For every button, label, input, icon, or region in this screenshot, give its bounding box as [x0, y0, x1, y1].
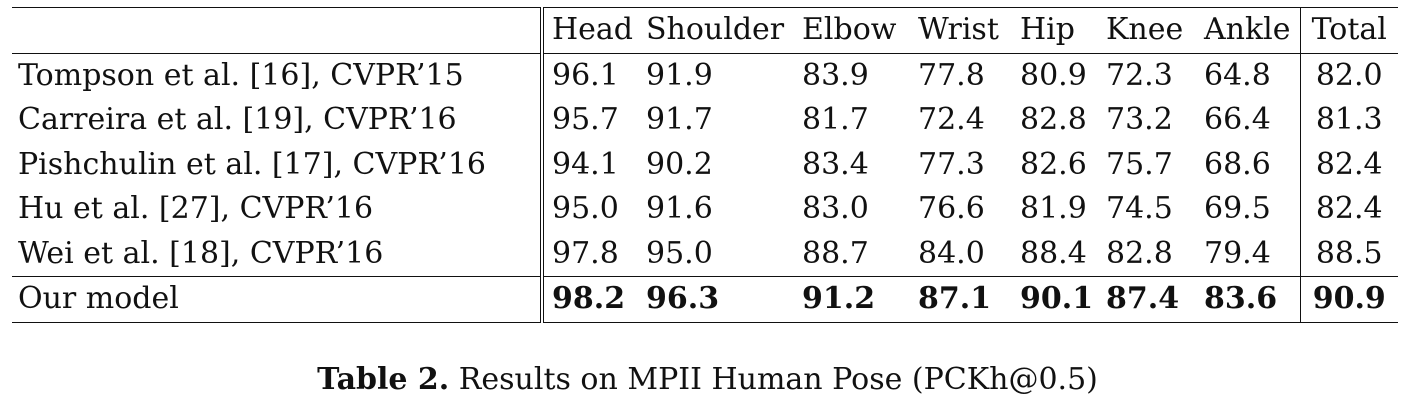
cell-total: 81.3 — [1299, 98, 1398, 143]
table-caption: Table 2. Results on MPII Human Pose (PCK… — [0, 362, 1415, 397]
cell-wrist: 76.6 — [918, 191, 985, 227]
cell-total: 90.9 — [1299, 276, 1398, 322]
header-elbow: Elbow — [802, 12, 897, 48]
cell-wrist: 84.0 — [918, 235, 985, 271]
cell-elbow: 83.0 — [802, 191, 869, 227]
cell-shoulder: 96.3 — [646, 281, 720, 317]
cell-knee: 72.3 — [1106, 57, 1173, 93]
method-name: Hu et al. [27], CVPR’16 — [12, 187, 544, 232]
cell-total: 88.5 — [1299, 231, 1398, 277]
cell-head: 95.7 — [552, 102, 619, 138]
header-total: Total — [1299, 7, 1398, 53]
cell-ankle: 69.5 — [1204, 191, 1271, 227]
cell-head: 98.2 — [552, 281, 626, 317]
header-method — [12, 7, 544, 53]
header-hip: Hip — [1020, 12, 1075, 48]
cell-hip: 82.8 — [1020, 102, 1087, 138]
header-knee: Knee — [1106, 12, 1184, 48]
cell-shoulder: 91.9 — [646, 57, 713, 93]
cell-hip: 88.4 — [1020, 235, 1087, 271]
header-shoulder: Shoulder — [646, 12, 785, 48]
cell-total: 82.0 — [1299, 53, 1398, 98]
cell-shoulder: 91.7 — [646, 102, 713, 138]
cell-ankle: 83.6 — [1204, 281, 1278, 317]
method-name: Pishchulin et al. [17], CVPR’16 — [12, 142, 544, 187]
cell-knee: 87.4 — [1106, 281, 1180, 317]
cell-wrist: 77.3 — [918, 146, 985, 182]
cell-wrist: 72.4 — [918, 102, 985, 138]
method-name: Wei et al. [18], CVPR’16 — [12, 231, 544, 277]
cell-knee: 74.5 — [1106, 191, 1173, 227]
method-name: Carreira et al. [19], CVPR’16 — [12, 98, 544, 143]
cell-knee: 73.2 — [1106, 102, 1173, 138]
header-head: Head — [552, 12, 634, 48]
table-row-our-model: Our model 98.2 96.3 91.2 87.1 90.1 87.4 … — [12, 276, 1398, 322]
cell-ankle: 79.4 — [1204, 235, 1271, 271]
cell-elbow: 91.2 — [802, 281, 876, 317]
cell-head: 94.1 — [552, 146, 619, 182]
table-row-wei: Wei et al. [18], CVPR’16 97.8 95.0 88.7 … — [12, 231, 1398, 277]
header-ankle: Ankle — [1204, 12, 1291, 48]
cell-total: 82.4 — [1299, 187, 1398, 232]
cell-head: 96.1 — [552, 57, 619, 93]
table-row-hu: Hu et al. [27], CVPR’16 95.0 91.6 83.0 7… — [12, 187, 1398, 232]
cell-total: 82.4 — [1299, 142, 1398, 187]
cell-head: 97.8 — [552, 235, 619, 271]
cell-hip: 81.9 — [1020, 191, 1087, 227]
caption-label: Table 2. — [317, 362, 450, 397]
cell-head: 95.0 — [552, 191, 619, 227]
cell-shoulder: 91.6 — [646, 191, 713, 227]
method-name: Tompson et al. [16], CVPR’15 — [12, 53, 544, 98]
cell-shoulder: 90.2 — [646, 146, 713, 182]
cell-shoulder: 95.0 — [646, 235, 713, 271]
cell-hip: 80.9 — [1020, 57, 1087, 93]
cell-wrist: 87.1 — [918, 281, 992, 317]
cell-elbow: 83.9 — [802, 57, 869, 93]
cell-wrist: 77.8 — [918, 57, 985, 93]
cell-knee: 82.8 — [1106, 235, 1173, 271]
cell-hip: 90.1 — [1020, 281, 1094, 317]
cell-ankle: 66.4 — [1204, 102, 1271, 138]
cell-knee: 75.7 — [1106, 146, 1173, 182]
table-row-tompson: Tompson et al. [16], CVPR’15 96.1 91.9 8… — [12, 53, 1398, 98]
cell-elbow: 83.4 — [802, 146, 869, 182]
results-table-container: Head Shoulder Elbow Wrist Hip Knee Ankle… — [12, 7, 1398, 323]
caption-text: Results on MPII Human Pose (PCKh@0.5) — [449, 362, 1098, 397]
cell-ankle: 64.8 — [1204, 57, 1271, 93]
header-row: Head Shoulder Elbow Wrist Hip Knee Ankle… — [12, 7, 1398, 53]
header-wrist: Wrist — [918, 12, 999, 48]
cell-hip: 82.6 — [1020, 146, 1087, 182]
cell-elbow: 81.7 — [802, 102, 869, 138]
cell-elbow: 88.7 — [802, 235, 869, 271]
method-name: Our model — [12, 276, 544, 322]
results-table: Head Shoulder Elbow Wrist Hip Knee Ankle… — [12, 7, 1398, 323]
table-row-pishchulin: Pishchulin et al. [17], CVPR’16 94.1 90.… — [12, 142, 1398, 187]
table-row-carreira: Carreira et al. [19], CVPR’16 95.7 91.7 … — [12, 98, 1398, 143]
cell-ankle: 68.6 — [1204, 146, 1271, 182]
